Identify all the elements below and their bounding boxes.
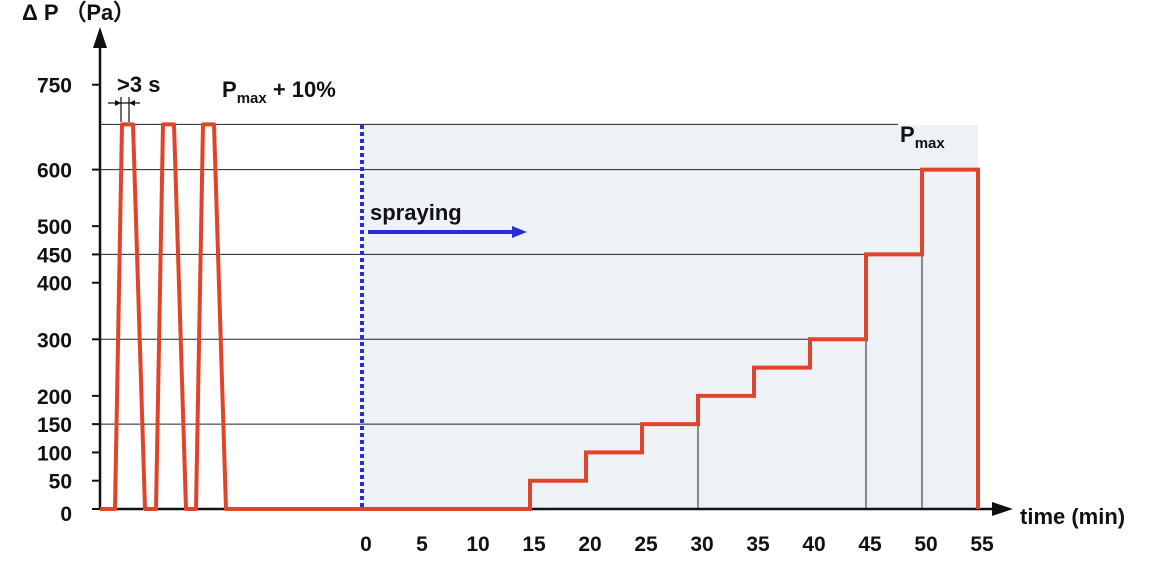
x-axis-arrow xyxy=(992,502,1013,516)
x-tick-label: 5 xyxy=(416,533,428,556)
x-tick-label: 20 xyxy=(578,533,601,556)
y-tick-label: 200 xyxy=(37,386,72,409)
y-tick-label: 600 xyxy=(37,160,72,183)
spraying-region xyxy=(362,125,978,509)
y-axis-arrow xyxy=(93,27,107,48)
pulse-width-label: >3 s xyxy=(117,72,160,97)
x-tick-label: 40 xyxy=(802,533,825,556)
spraying-arrow-head xyxy=(512,226,527,238)
x-tick-label: 45 xyxy=(858,533,882,556)
x-tick-label: 0 xyxy=(360,533,372,556)
y-tick-label: 500 xyxy=(37,216,72,239)
pmax-label: Pmax xyxy=(900,122,945,152)
pulse-width-arrow-right xyxy=(129,100,135,106)
x-tick-label: 35 xyxy=(746,533,770,556)
y-tick-label: 150 xyxy=(37,414,72,437)
y-tick-label: 50 xyxy=(49,471,72,494)
x-tick-label: 25 xyxy=(634,533,658,556)
spraying-label: spraying xyxy=(370,200,462,225)
x-tick-label: 55 xyxy=(970,533,994,556)
y-axis-title: Δ P （Pa） xyxy=(22,0,135,25)
y-tick-label: 300 xyxy=(37,329,72,352)
pmax-plus-label: Pmax + 10% xyxy=(222,77,336,107)
x-axis-title: time (min) xyxy=(1020,504,1125,529)
y-tick-label: 750 xyxy=(37,75,72,98)
y-tick-label: 400 xyxy=(37,273,72,296)
pressure-step-line xyxy=(362,167,980,511)
pulse-test-line xyxy=(100,122,362,511)
pulse-width-arrow-left xyxy=(115,100,121,106)
x-tick-label: 30 xyxy=(690,533,713,556)
y-tick-label: 450 xyxy=(37,244,72,267)
y-tick-label: 100 xyxy=(37,442,72,465)
y-tick-label: 0 xyxy=(60,503,72,526)
x-tick-label: 50 xyxy=(914,533,937,556)
x-tick-label: 10 xyxy=(466,533,489,556)
x-tick-label: 15 xyxy=(522,533,546,556)
